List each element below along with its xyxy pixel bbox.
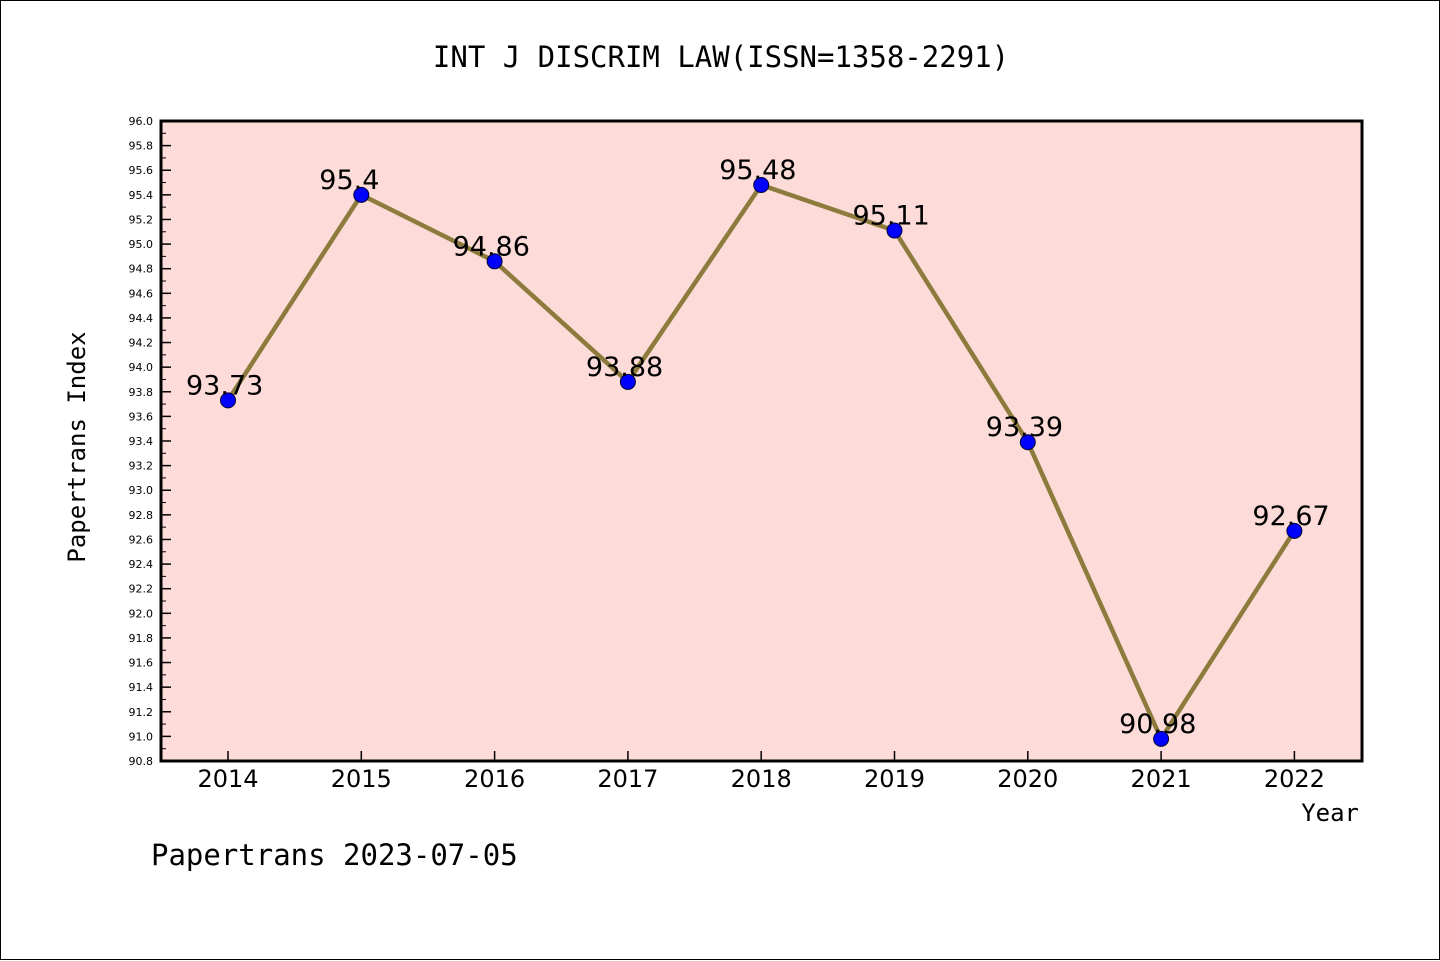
y-tick-label: 95.2: [129, 213, 154, 226]
y-axis: 90.8 91.0 91.2 91.4 91.6 91.8 92.0 92.2 92.4 92.6…: [129, 115, 171, 768]
y-tick-label: 95.8: [129, 140, 154, 153]
data-points: [220, 177, 1303, 747]
y-tick-label: 90.8: [129, 755, 154, 768]
x-tick-label: 2019: [864, 765, 925, 793]
data-label: 93.73: [186, 370, 263, 401]
data-label: 92.67: [1252, 501, 1329, 532]
data-point: [1153, 730, 1170, 747]
data-point: [753, 177, 770, 193]
data-point: [1019, 434, 1036, 451]
y-tick-label: 91.0: [129, 730, 154, 743]
y-tick-label: 91.8: [129, 632, 154, 645]
y-tick-label: 94.4: [129, 312, 154, 325]
x-tick-label: 2016: [464, 765, 525, 793]
y-tick-label: 92.2: [129, 583, 154, 596]
x-tick-label: 2021: [1131, 765, 1192, 793]
y-tick-label: 94.0: [129, 361, 154, 374]
y-tick-label: 93.8: [129, 386, 154, 399]
data-point: [220, 392, 236, 409]
y-tick-label: 95.4: [129, 189, 154, 202]
y-tick-label: 92.6: [129, 533, 154, 546]
x-axis-label: Year: [1301, 799, 1359, 827]
data-label: 95.11: [853, 201, 930, 232]
data-label: 93.88: [586, 352, 663, 383]
x-tick-label: 2017: [597, 765, 658, 793]
y-tick-label: 91.4: [129, 681, 154, 694]
data-label: 95.4: [319, 165, 379, 196]
x-tick-label: 2020: [997, 765, 1058, 793]
x-tick-label: 2022: [1264, 765, 1325, 793]
y-tick-label: 92.0: [129, 607, 154, 620]
y-tick-label: 95.0: [129, 238, 154, 251]
data-point: [1286, 522, 1303, 539]
plot-area: [161, 121, 1362, 761]
data-labels: 93.73 95.4 94.86 93.88 95.48 95.11 93.39 90.98 9…: [186, 155, 1330, 740]
y-tick-label: 93.2: [129, 460, 154, 473]
data-point: [353, 186, 370, 203]
y-tick-label: 94.2: [129, 337, 154, 350]
y-tick-label: 93.4: [129, 435, 154, 448]
y-axis-label: Papertrans Index: [63, 331, 91, 562]
data-point: [886, 222, 903, 239]
data-label: 95.48: [719, 155, 796, 186]
data-label: 90.98: [1119, 709, 1196, 740]
data-point: [619, 373, 636, 390]
y-tick-label: 92.8: [129, 509, 154, 522]
y-tick-label: 94.6: [129, 287, 154, 300]
y-tick-label: 93.0: [129, 484, 154, 497]
y-tick-label: 93.6: [129, 410, 154, 423]
data-label: 94.86: [453, 231, 530, 262]
y-tick-label: 91.6: [129, 657, 154, 670]
data-point: [486, 253, 503, 270]
chart-title: INT J DISCRIM LAW(ISSN=1358-2291): [433, 40, 1009, 74]
plot-border: [159, 119, 1364, 763]
y-tick-label: 96.0: [129, 115, 154, 128]
y-tick-label: 95.6: [129, 164, 154, 177]
y-tick-label: 94.8: [129, 263, 154, 276]
x-tick-label: 2015: [331, 765, 392, 793]
y-tick-label: 92.4: [129, 558, 154, 571]
x-tick-label: 2018: [731, 765, 792, 793]
x-axis: 2014 2015 2016 2017 2018 2019 2020 2021 2022: [197, 751, 1325, 793]
footer-caption: Papertrans 2023-07-05: [151, 838, 518, 872]
y-tick-label: 91.2: [129, 706, 154, 719]
data-label: 93.39: [986, 412, 1063, 443]
x-tick-label: 2014: [197, 765, 258, 793]
